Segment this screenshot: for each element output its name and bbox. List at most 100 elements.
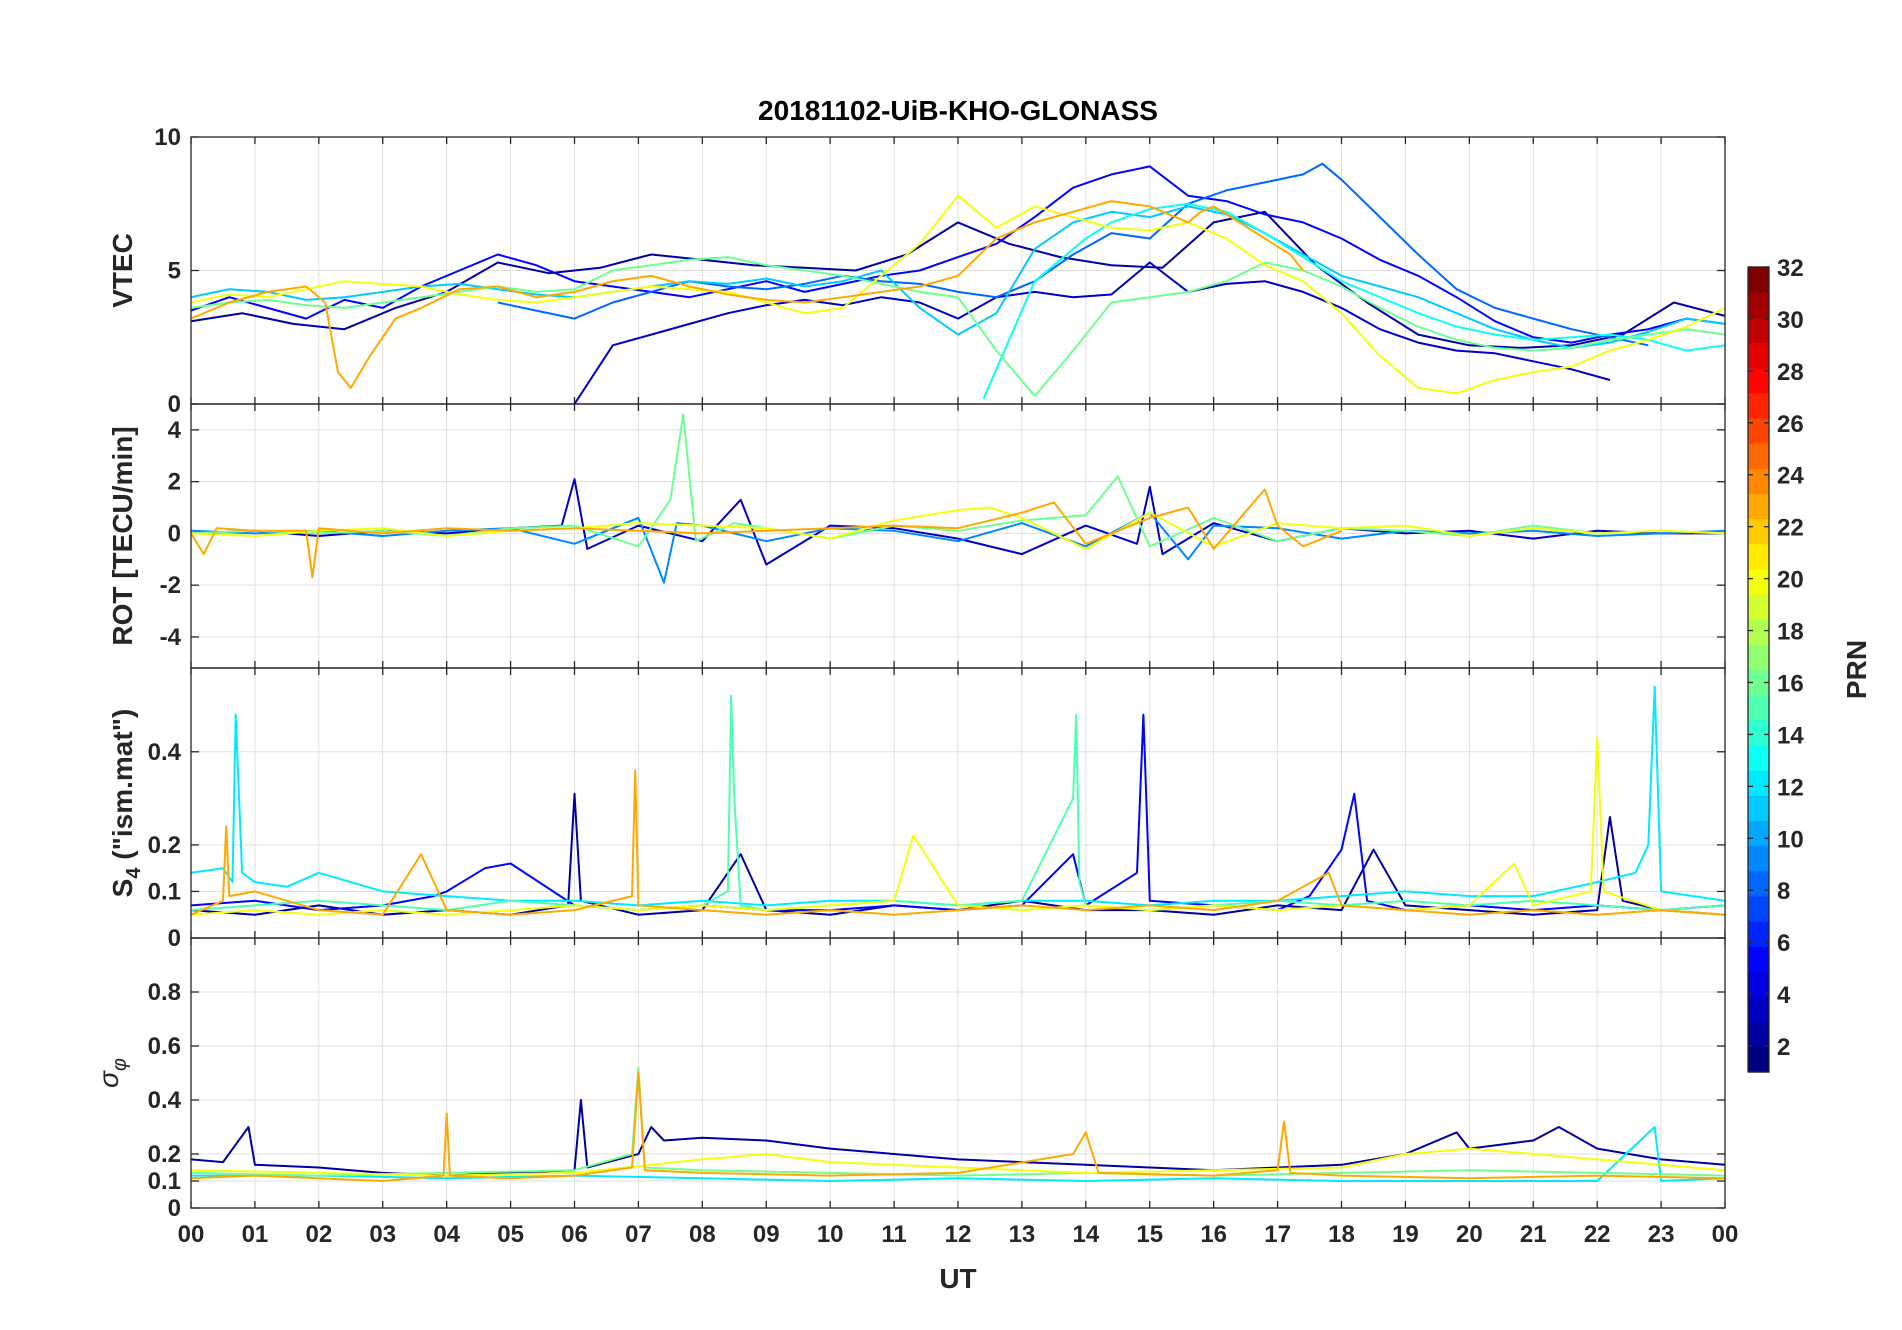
colorbar-level bbox=[1748, 417, 1769, 444]
series-prn-5 bbox=[191, 713, 1725, 912]
y-tick-label: -2 bbox=[160, 572, 181, 599]
colorbar-level bbox=[1748, 267, 1769, 293]
panel-1: 0 5 10 VTEC bbox=[107, 124, 1726, 418]
colorbar-tick-label: 26 bbox=[1777, 411, 1804, 438]
colorbar-level bbox=[1748, 770, 1769, 796]
y-axis-label: ROT [TECU/min] bbox=[107, 426, 138, 645]
colorbar-level bbox=[1748, 921, 1769, 947]
x-tick-label: 22 bbox=[1584, 1221, 1611, 1248]
panel-series bbox=[191, 413, 1725, 584]
colorbar-level bbox=[1748, 443, 1769, 469]
colorbar-level bbox=[1748, 694, 1769, 721]
colorbar-level bbox=[1748, 996, 1769, 1023]
y-tick-label: 0.4 bbox=[148, 1087, 182, 1114]
y-label-rest: ("ism.mat") bbox=[107, 709, 138, 868]
series-prn-13 bbox=[982, 202, 1725, 400]
y-tick-label: 0 bbox=[168, 391, 181, 418]
panel-3: 00.10.20.4S4 ("ism.mat") bbox=[107, 667, 1726, 952]
colorbar-level bbox=[1748, 719, 1769, 746]
colorbar-tick-label: 2 bbox=[1777, 1034, 1790, 1061]
x-tick-label: 14 bbox=[1072, 1221, 1099, 1248]
x-tick-label: 15 bbox=[1136, 1221, 1163, 1248]
y-axis-label: σφ bbox=[93, 1058, 131, 1088]
colorbar-level bbox=[1748, 820, 1769, 847]
panel-frame bbox=[190, 937, 1726, 1209]
colorbar-level bbox=[1748, 292, 1769, 318]
series-prn-20 bbox=[191, 506, 1725, 550]
colorbar-tick-label: 14 bbox=[1777, 722, 1804, 749]
y-tick-label: 0.2 bbox=[148, 1141, 181, 1168]
x-tick-label: 20 bbox=[1456, 1221, 1483, 1248]
x-axis: 00 01 02 03 04 05 06 07 08 09 10 11 12 13 14 15 16 17 18 19… bbox=[178, 1221, 1739, 1248]
y-tick-label: 10 bbox=[154, 124, 181, 151]
y-label-main: σ bbox=[93, 1070, 124, 1088]
colorbar-tick-label: 4 bbox=[1777, 982, 1791, 1009]
colorbar-level bbox=[1748, 971, 1769, 998]
colorbar-tick-label: 20 bbox=[1777, 567, 1804, 594]
colorbar-level bbox=[1748, 845, 1769, 872]
x-tick-label: 06 bbox=[561, 1221, 588, 1248]
series-prn-16 bbox=[191, 1066, 1725, 1177]
colorbar-tick-label: 16 bbox=[1777, 670, 1804, 697]
x-tick-label: 08 bbox=[689, 1221, 716, 1248]
y-label-sub: 4 bbox=[123, 867, 145, 879]
y-axis-label: VTEC bbox=[107, 233, 138, 308]
x-tick-label: 19 bbox=[1392, 1221, 1419, 1248]
colorbar-level bbox=[1748, 644, 1769, 671]
colorbar-level bbox=[1748, 895, 1769, 922]
series-prn-11 bbox=[191, 205, 1725, 349]
x-tick-label: 09 bbox=[753, 1221, 780, 1248]
x-tick-label: 23 bbox=[1648, 1221, 1675, 1248]
panel-4: 00.10.2 0.4 0.6 0.8 σφ bbox=[93, 937, 1726, 1222]
series-prn-23 bbox=[191, 488, 1342, 579]
series-prn-23 bbox=[191, 1072, 1725, 1182]
colorbar-tick-label: 22 bbox=[1777, 515, 1804, 542]
colorbar-tick-label: 18 bbox=[1777, 619, 1804, 646]
colorbar-level bbox=[1748, 795, 1769, 822]
series-prn-16 bbox=[191, 256, 1725, 397]
series-prn-5 bbox=[191, 165, 1725, 344]
series-prn-20 bbox=[191, 736, 1725, 916]
x-axis-label: UT bbox=[939, 1263, 976, 1294]
panel-2: -4 -2 0 2 4 ROT [TECU/min] bbox=[107, 403, 1726, 669]
y-tick-label: 0.1 bbox=[148, 878, 181, 905]
y-tick-label: 0.8 bbox=[148, 979, 181, 1006]
x-tick-label: 10 bbox=[817, 1221, 844, 1248]
series-prn-23 bbox=[191, 200, 1304, 389]
panels-group: 0 5 10 VTEC -4 -2 0 2 4 ROT [TECU/min] 00.10.20.4S… bbox=[93, 124, 1726, 1222]
y-tick-label: -4 bbox=[160, 624, 182, 651]
colorbar-tick-label: 8 bbox=[1777, 878, 1790, 905]
colorbar-level bbox=[1748, 468, 1769, 495]
colorbar-level bbox=[1748, 543, 1769, 570]
colorbar-level bbox=[1748, 946, 1769, 972]
colorbar-tick-label: 30 bbox=[1777, 307, 1804, 334]
colorbar-tick-label: 10 bbox=[1777, 826, 1804, 853]
x-tick-label: 07 bbox=[625, 1221, 652, 1248]
y-tick-label: 5 bbox=[168, 258, 181, 285]
x-tick-label: 12 bbox=[945, 1221, 972, 1248]
series-prn-23 bbox=[191, 769, 1725, 916]
x-tick-label: 17 bbox=[1264, 1221, 1291, 1248]
y-tick-label: 4 bbox=[168, 417, 182, 444]
colorbar-tick-label: 6 bbox=[1777, 930, 1790, 957]
x-tick-label: 13 bbox=[1009, 1221, 1036, 1248]
colorbar-level bbox=[1748, 619, 1769, 645]
x-tick-label: 02 bbox=[305, 1221, 332, 1248]
y-tick-label: 0.1 bbox=[148, 1168, 181, 1195]
x-tick-label: 18 bbox=[1328, 1221, 1355, 1248]
colorbar-level bbox=[1748, 367, 1769, 394]
chart-title: 20181102-UiB-KHO-GLONASS bbox=[758, 95, 1158, 126]
colorbar-level bbox=[1748, 1021, 1769, 1048]
y-tick-label: 2 bbox=[168, 469, 181, 496]
colorbar-level bbox=[1748, 669, 1769, 696]
x-tick-label: 00 bbox=[178, 1221, 205, 1248]
colorbar-label: PRN bbox=[1841, 640, 1872, 699]
colorbar-tick-label: 12 bbox=[1777, 774, 1804, 801]
series-prn-3 bbox=[573, 261, 1611, 404]
x-tick-label: 03 bbox=[369, 1221, 396, 1248]
x-tick-label: 21 bbox=[1520, 1221, 1547, 1248]
y-tick-label: 0.4 bbox=[148, 739, 182, 766]
y-tick-label: 0 bbox=[168, 520, 181, 547]
